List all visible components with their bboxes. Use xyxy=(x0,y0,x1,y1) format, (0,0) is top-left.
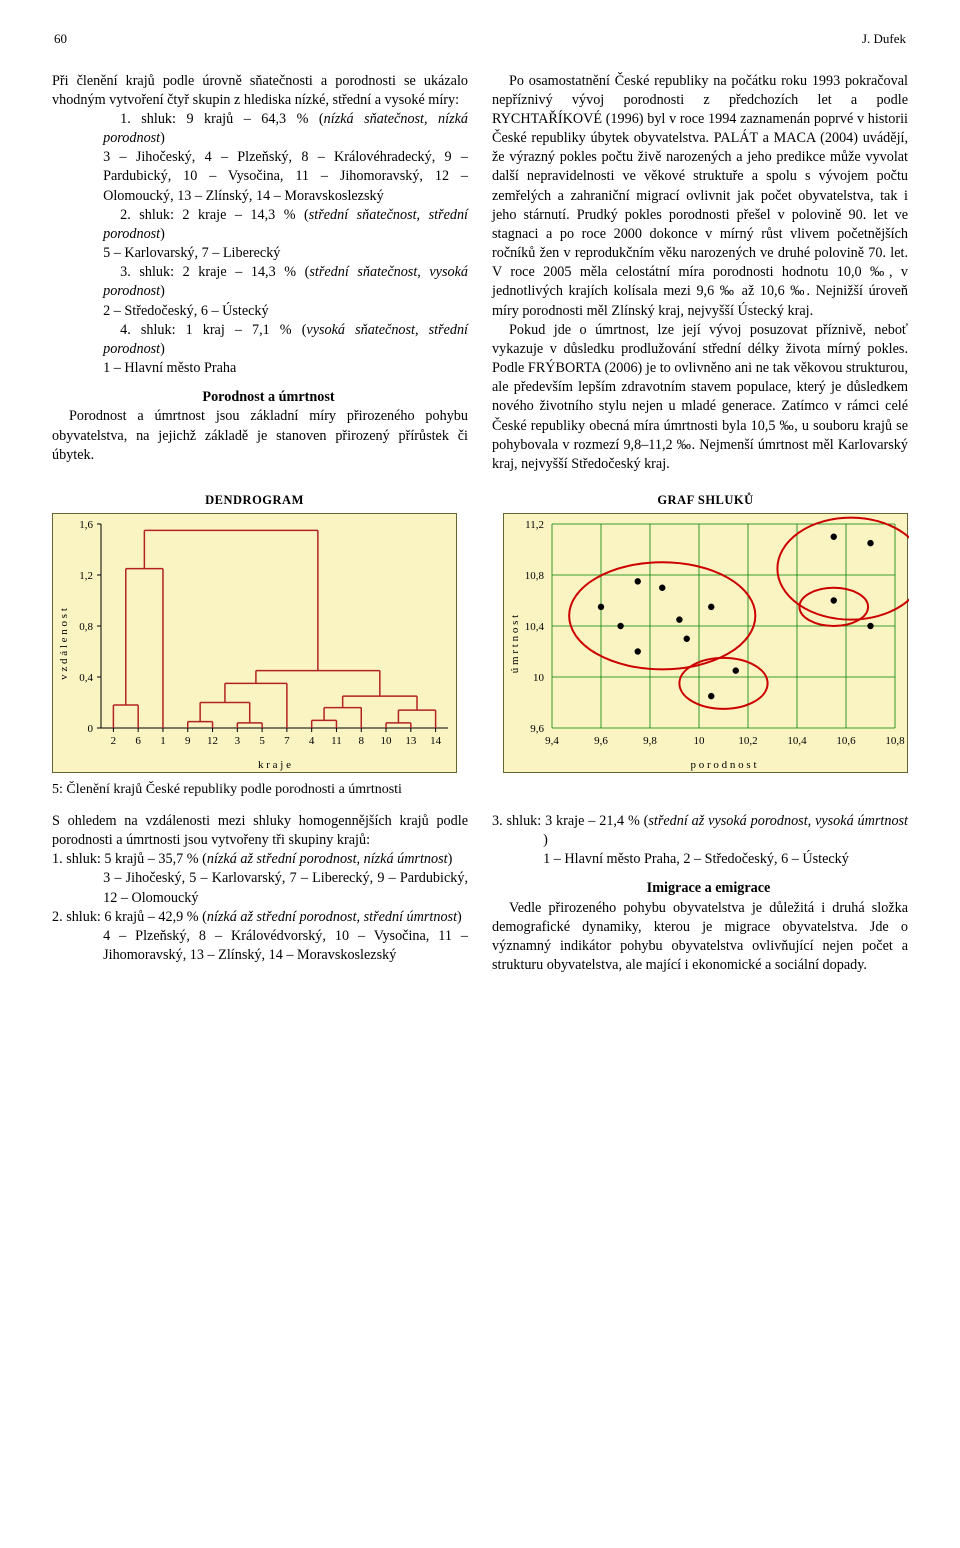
bcluster-2-list: 4 – Plzeňský, 8 – Královédvorský, 10 – V… xyxy=(52,927,468,965)
svg-text:9,6: 9,6 xyxy=(594,735,608,747)
cluster-2-list: 5 – Karlovarský, 7 – Liberecký xyxy=(52,244,468,263)
svg-text:0: 0 xyxy=(88,723,94,735)
svg-text:9,4: 9,4 xyxy=(545,735,559,747)
bcluster-1: 1. shluk: 5 krajů – 35,7 % (nízká až stř… xyxy=(52,850,468,869)
svg-text:10,4: 10,4 xyxy=(525,621,545,633)
bcluster-3-list: 1 – Hlavní město Praha, 2 – Středočeský,… xyxy=(492,850,908,869)
svg-text:13: 13 xyxy=(405,735,417,747)
bcluster-2: 2. shluk: 6 krajů – 42,9 % (nízká až stř… xyxy=(52,908,468,927)
svg-text:10,6: 10,6 xyxy=(836,735,856,747)
header-author: J. Dufek xyxy=(862,30,906,48)
scatter-frame: 9,49,69,81010,210,410,610,89,61010,410,8… xyxy=(503,513,908,773)
svg-text:0,4: 0,4 xyxy=(79,672,93,684)
cluster-3: 3. shluk: 2 kraje – 14,3 % (střední sňat… xyxy=(52,263,468,301)
svg-text:10,4: 10,4 xyxy=(787,735,807,747)
main-text: Při členění krajů podle úrovně sňatečnos… xyxy=(52,72,908,475)
svg-text:7: 7 xyxy=(284,735,290,747)
svg-text:10,8: 10,8 xyxy=(525,570,545,582)
cluster-1-list: 3 – Jihočeský, 4 – Plzeňský, 8 – Králové… xyxy=(52,148,468,206)
figure-row: DENDROGRAM 0 0,4 0,8 1,2 1,6 v z d á l e n o … xyxy=(52,492,908,773)
svg-text:0,8: 0,8 xyxy=(79,621,93,633)
svg-text:11,2: 11,2 xyxy=(525,519,544,531)
svg-text:p o r o d n o s t: p o r o d n o s t xyxy=(691,759,757,771)
dendrogram-frame: 0 0,4 0,8 1,2 1,6 v z d á l e n o s t k r a j … xyxy=(52,513,457,773)
svg-text:3: 3 xyxy=(235,735,241,747)
svg-text:10,2: 10,2 xyxy=(738,735,757,747)
svg-text:14: 14 xyxy=(430,735,442,747)
figure-caption: 5: Členění krajů České republiky podle p… xyxy=(52,781,908,800)
svg-text:9: 9 xyxy=(185,735,191,747)
dendrogram-svg: 0 0,4 0,8 1,2 1,6 v z d á l e n o s t k r a j … xyxy=(53,514,458,774)
cluster-1: 1. shluk: 9 krajů – 64,3 % (nízká sňateč… xyxy=(52,110,468,148)
paragraph-p4: Pokud jde o úmrtnost, lze její vývoj pos… xyxy=(492,321,908,474)
bcluster-3: 3. shluk: 3 kraje – 21,4 % (střední až v… xyxy=(492,812,908,850)
scatter-svg: 9,49,69,81010,210,410,610,89,61010,410,8… xyxy=(504,514,909,774)
subheading-imigrace: Imigrace a emigrace xyxy=(492,879,908,898)
cluster-2: 2. shluk: 2 kraje – 14,3 % (střední sňat… xyxy=(52,206,468,244)
svg-text:11: 11 xyxy=(331,735,342,747)
scatter-title: GRAF SHLUKŮ xyxy=(503,492,908,509)
subheading-porodnost: Porodnost a úmrtnost xyxy=(52,388,468,407)
bcluster-1-list: 3 – Jihočeský, 5 – Karlovarský, 7 – Libe… xyxy=(52,869,468,907)
svg-text:4: 4 xyxy=(309,735,315,747)
svg-text:9,8: 9,8 xyxy=(643,735,657,747)
svg-text:12: 12 xyxy=(207,735,218,747)
intro-paragraph: Při členění krajů podle úrovně sňatečnos… xyxy=(52,72,468,110)
svg-text:9,6: 9,6 xyxy=(530,723,544,735)
svg-text:6: 6 xyxy=(135,735,141,747)
scatter-figure: GRAF SHLUKŮ 9,49,69,81010,210,410,610,89… xyxy=(503,492,908,773)
cluster-4-list: 1 – Hlavní město Praha xyxy=(52,359,468,378)
cluster-3-list: 2 – Středočeský, 6 – Ústecký xyxy=(52,302,468,321)
page-number: 60 xyxy=(54,30,67,48)
svg-text:1: 1 xyxy=(160,735,166,747)
bottom-p2: Vedle přirozeného pohybu obyvatelstva je… xyxy=(492,899,908,976)
svg-text:1,2: 1,2 xyxy=(79,570,93,582)
dendrogram-figure: DENDROGRAM 0 0,4 0,8 1,2 1,6 v z d á l e n o … xyxy=(52,492,457,773)
svg-text:10: 10 xyxy=(694,735,706,747)
bottom-intro: S ohledem na vzdálenosti mezi shluky hom… xyxy=(52,812,468,850)
svg-text:8: 8 xyxy=(359,735,365,747)
paragraph-p3: Po osamostatnění České republiky na počá… xyxy=(492,72,908,321)
svg-text:1,6: 1,6 xyxy=(79,519,93,531)
svg-text:k r a j e: k r a j e xyxy=(258,759,291,771)
svg-text:ú m r t n o s t: ú m r t n o s t xyxy=(509,615,521,673)
dendrogram-title: DENDROGRAM xyxy=(52,492,457,509)
svg-text:5: 5 xyxy=(259,735,265,747)
svg-text:2: 2 xyxy=(111,735,117,747)
svg-text:10,8: 10,8 xyxy=(885,735,905,747)
svg-text:v z d á l e n o s t: v z d á l e n o s t xyxy=(58,608,70,680)
page-header: 60 J. Dufek xyxy=(52,30,908,48)
cluster-4: 4. shluk: 1 kraj – 7,1 % (vysoká sňatečn… xyxy=(52,321,468,359)
bottom-text: S ohledem na vzdálenosti mezi shluky hom… xyxy=(52,812,908,975)
svg-text:10: 10 xyxy=(381,735,393,747)
paragraph-p2: Porodnost a úmrtnost jsou základní míry … xyxy=(52,407,468,465)
svg-text:10: 10 xyxy=(533,672,545,684)
